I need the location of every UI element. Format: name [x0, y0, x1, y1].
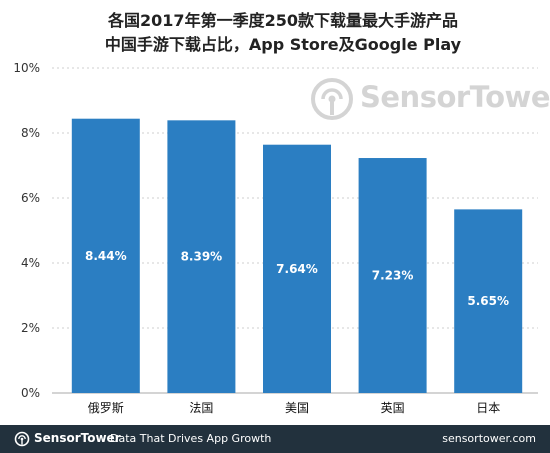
bar-value-label: 8.39% [181, 250, 223, 264]
x-category-label: 俄罗斯 [88, 401, 124, 415]
bar [167, 120, 236, 393]
chart-title-line-1: 各国2017年第一季度250款下载量最大手游产品 [107, 11, 458, 30]
bars [71, 118, 523, 393]
x-axis-categories: 俄罗斯 法国 美国 英国 日本 [88, 401, 500, 415]
x-category-label: 法国 [189, 401, 213, 415]
y-tick-label: 8% [21, 126, 40, 140]
y-tick-label: 6% [21, 191, 40, 205]
chart-title-line-2: 中国手游下载占比，App Store及Google Play [105, 35, 462, 54]
footer-tagline: Data That Drives App Growth [110, 432, 272, 445]
watermark-text: SensorTower [360, 80, 550, 114]
footer-url[interactable]: sensortower.com [442, 432, 536, 445]
bar-value-labels: 8.44% 8.39% 7.64% 7.23% 5.65% [85, 249, 509, 308]
bar-value-label: 8.44% [85, 249, 127, 263]
bar-value-label: 5.65% [467, 294, 509, 308]
y-tick-label: 0% [21, 386, 40, 400]
sensor-tower-logo-icon [14, 431, 30, 447]
y-tick-label: 10% [13, 61, 40, 75]
bar-value-label: 7.64% [276, 262, 318, 276]
sensor-tower-logo-icon [311, 78, 353, 120]
x-category-label: 日本 [476, 401, 500, 415]
footer-bar: SensorTower Data That Drives App Growth … [0, 425, 550, 453]
bar [454, 209, 523, 393]
footer-brand: SensorTower [34, 431, 121, 445]
bar-value-label: 7.23% [372, 269, 414, 283]
y-tick-label: 2% [21, 321, 40, 335]
watermark: SensorTower [310, 76, 550, 122]
x-category-label: 英国 [381, 401, 405, 415]
y-tick-label: 4% [21, 256, 40, 270]
y-axis-ticks: 0% 2% 4% 6% 8% 10% [13, 61, 40, 400]
x-category-label: 美国 [285, 401, 309, 415]
bar [358, 158, 427, 393]
bar-chart: 各国2017年第一季度250款下载量最大手游产品 中国手游下载占比，App St… [13, 11, 538, 415]
bar [263, 144, 331, 393]
bar [71, 118, 140, 393]
